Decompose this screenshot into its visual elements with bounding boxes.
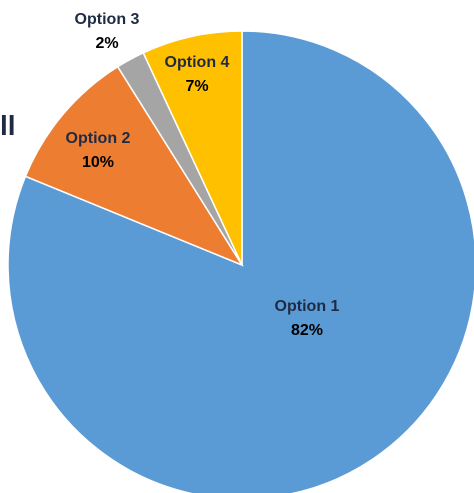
clipped-title-text: ll xyxy=(0,110,16,141)
slice-value-label: 7% xyxy=(185,78,208,95)
slice-value-label: 82% xyxy=(291,322,323,339)
slice-name-label: Option 1 xyxy=(275,298,340,315)
slice-name-label: Option 2 xyxy=(66,130,131,147)
slice-value-label: 10% xyxy=(82,154,114,171)
slice-value-label: 2% xyxy=(95,35,118,52)
data-label-option-4: Option 4 7% xyxy=(165,54,230,95)
pie-slice-option-4 xyxy=(142,30,243,266)
slice-name-label: Option 3 xyxy=(75,11,140,28)
data-label-option-2: Option 2 10% xyxy=(66,130,131,171)
data-label-option-3: Option 3 2% xyxy=(75,11,140,52)
data-label-option-1: Option 1 82% xyxy=(275,298,340,339)
pie-slice-option-1 xyxy=(7,30,474,493)
slice-name-label: Option 4 xyxy=(165,54,230,71)
pie-slice-option-2 xyxy=(24,65,244,267)
